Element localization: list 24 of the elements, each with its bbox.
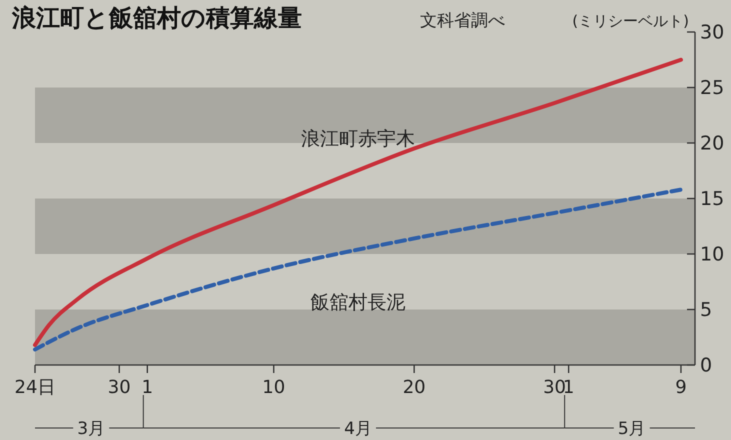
chart-title: 浪江町と飯舘村の積算線量: [11, 4, 302, 32]
x-tick-label: 9: [675, 377, 687, 398]
x-tick-label: 1: [142, 377, 154, 398]
y-tick-label: 5: [700, 299, 712, 322]
y-axis-title: (ミリシーベルト): [572, 12, 689, 30]
y-tick-label: 20: [700, 132, 724, 155]
x-tick-label: 24日: [14, 377, 56, 398]
text: 3月: [77, 419, 106, 439]
x-tick-label: 10: [262, 377, 286, 398]
y-tick-label: 15: [700, 188, 724, 210]
line-series: [33, 58, 683, 348]
series-label: 飯舘村長泥: [310, 291, 406, 314]
text: 4月: [344, 419, 372, 439]
x-tick-label: 20: [402, 377, 426, 398]
line-series: [33, 188, 683, 352]
y-tick-label: 25: [700, 77, 724, 100]
x-tick-label: 30: [543, 377, 566, 398]
y-tick-label: 10: [700, 244, 724, 266]
series-label: 浪江町赤宇木: [300, 128, 415, 150]
chart-subtitle: 文科省調べ: [420, 11, 505, 31]
text: 5月: [618, 419, 646, 439]
y-tick-label: 0: [700, 354, 712, 377]
y-tick-label: 30: [700, 22, 724, 44]
x-tick-label: 30: [108, 377, 131, 398]
